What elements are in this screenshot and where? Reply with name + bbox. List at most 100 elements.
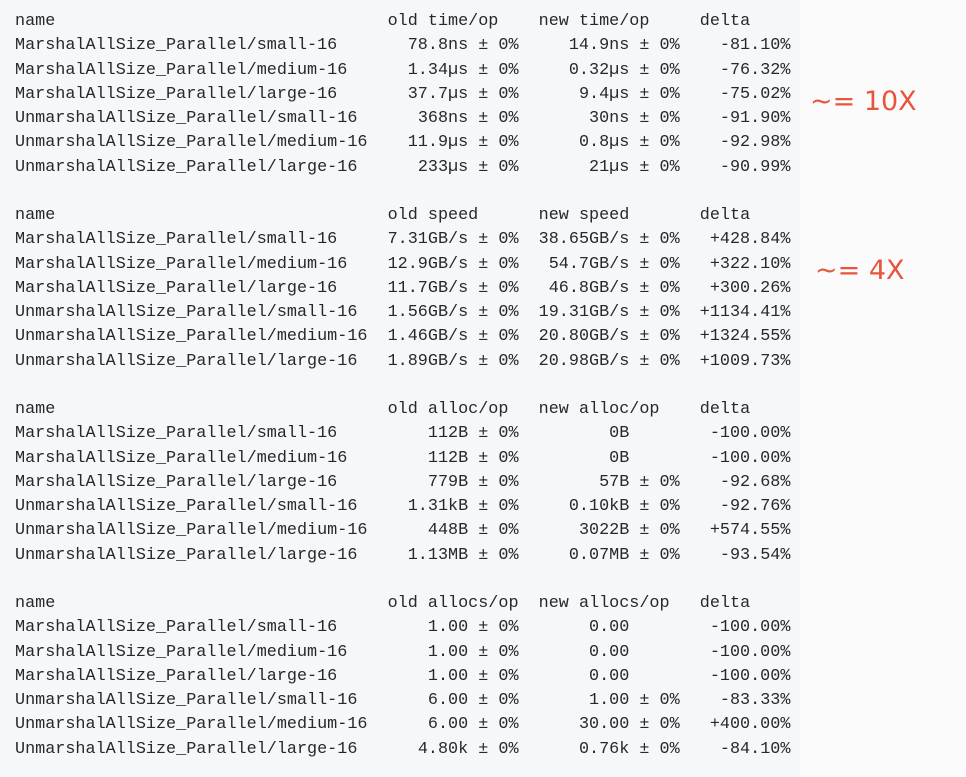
new-value: 0B [609, 448, 630, 468]
delta-value: -92.68% [719, 472, 791, 492]
delta-value: +1009.73% [699, 351, 791, 371]
new-variance: ± 0% [639, 278, 680, 298]
blank-line [15, 180, 790, 204]
table-row: MarshalAllSize_Parallel/large-16 779B ± 0%… [15, 471, 790, 495]
benchmark-name: MarshalAllSize_Parallel/small-16 [15, 36, 338, 56]
new-value: 1.00 [589, 691, 630, 710]
old-variance: ± 0% [478, 351, 519, 371]
benchmark-name: MarshalAllSize_Parallel/medium-16 [15, 642, 348, 662]
benchmark-name: UnmarshalAllSize_Parallel/large-16 [15, 545, 358, 565]
benchmark-name: UnmarshalAllSize_Parallel/medium-16 [15, 715, 368, 735]
new-variance: ± 0% [639, 109, 680, 128]
new-variance: ± 0% [639, 691, 680, 710]
old-variance: ± 0% [478, 278, 519, 298]
delta-value: -100.00% [709, 642, 791, 662]
old-value: 1.46GB/s [387, 327, 469, 347]
old-variance: ± 0% [478, 424, 519, 444]
old-variance: ± 0% [478, 254, 519, 274]
delta-value: +400.00% [709, 715, 791, 735]
old-variance: ± 0% [478, 666, 519, 686]
new-value: 30.00 [578, 715, 630, 735]
old-value: 1.00 [427, 642, 469, 662]
new-value: 54.7GB/s [548, 254, 630, 274]
benchmark-name: UnmarshalAllSize_Parallel/medium-16 [15, 133, 368, 153]
benchmark-name: MarshalAllSize_Parallel/large-16 [15, 84, 338, 104]
annotation-time-speedup: ~= 10X [810, 86, 917, 117]
new-value: 30ns [589, 109, 630, 128]
annotation-throughput-speedup: ~= 4X [815, 255, 905, 286]
old-variance: ± 0% [478, 642, 519, 662]
delta-value: -76.32% [719, 60, 791, 80]
new-value: 19.31GB/s [538, 303, 630, 322]
old-variance: ± 0% [478, 109, 519, 128]
new-variance: ± 0% [639, 545, 680, 565]
old-value: 7.31GB/s [387, 230, 469, 250]
new-variance: ± 0% [639, 254, 680, 274]
old-value: 112B [427, 424, 469, 444]
delta-value: -93.54% [719, 545, 791, 565]
old-value: 78.8ns [407, 36, 469, 56]
old-value: 11.9µs [407, 133, 469, 153]
benchmark-output: name old time/op new time/op delta MarshalAl… [15, 10, 790, 762]
new-value: 0.10kB [568, 497, 630, 516]
column-header: name [15, 12, 56, 31]
delta-value: +300.26% [709, 278, 791, 298]
new-variance: ± 0% [639, 60, 680, 80]
old-value: 1.34µs [407, 60, 469, 80]
benchmark-name: MarshalAllSize_Parallel/large-16 [15, 472, 338, 492]
old-variance: ± 0% [478, 715, 519, 735]
code-block: name old time/op new time/op delta MarshalAl… [15, 10, 791, 762]
new-variance: ± 0% [639, 230, 680, 250]
old-value: 12.9GB/s [387, 254, 469, 274]
delta-value: -81.10% [719, 36, 791, 56]
table-row: MarshalAllSize_Parallel/medium-16 112B ± 0… [15, 447, 790, 471]
new-value: 0.32µs [568, 60, 630, 80]
old-value: 4.80k [417, 739, 469, 759]
old-variance: ± 0% [478, 497, 519, 516]
old-variance: ± 0% [478, 327, 519, 347]
table-header: name old time/op new time/op delta [15, 10, 790, 34]
old-variance: ± 0% [478, 545, 519, 565]
new-variance: ± 0% [639, 521, 680, 541]
benchmark-name: MarshalAllSize_Parallel/large-16 [15, 278, 338, 298]
old-value: 1.89GB/s [387, 351, 469, 371]
table-header: name old speed new speed delta [15, 204, 790, 228]
old-variance: ± 0% [478, 133, 519, 153]
blank-line [15, 568, 790, 592]
new-value: 46.8GB/s [548, 278, 630, 298]
old-value: 233µs [417, 157, 469, 177]
new-value: 14.9ns [568, 36, 630, 56]
new-value: 0.00 [589, 666, 630, 686]
column-header: new alloc/op [538, 400, 660, 419]
benchmark-name: MarshalAllSize_Parallel/medium-16 [15, 254, 348, 274]
column-header: name [15, 400, 56, 419]
old-value: 1.31kB [407, 497, 469, 516]
table-row: UnmarshalAllSize_Parallel/large-16 1.89GB… [15, 350, 790, 374]
table-row: UnmarshalAllSize_Parallel/medium-16 6.00 ±… [15, 713, 790, 737]
table-row: MarshalAllSize_Parallel/medium-16 1.00 ± 0… [15, 641, 790, 665]
benchmark-name: MarshalAllSize_Parallel/small-16 [15, 230, 338, 250]
delta-value: +1324.55% [699, 327, 791, 347]
delta-value: +574.55% [709, 521, 791, 541]
delta-value: -84.10% [719, 739, 791, 759]
old-value: 112B [427, 448, 469, 468]
old-value: 1.56GB/s [387, 303, 469, 322]
table-row: UnmarshalAllSize_Parallel/small-16 368ns ±… [15, 107, 790, 131]
table-row: UnmarshalAllSize_Parallel/small-16 6.00 ± … [15, 689, 790, 713]
column-header: old time/op [387, 12, 499, 31]
new-value: 0.07MB [568, 545, 630, 565]
old-variance: ± 0% [478, 618, 519, 638]
new-variance: ± 0% [639, 472, 680, 492]
delta-value: +428.84% [709, 230, 791, 250]
table-row: UnmarshalAllSize_Parallel/large-16 1.13MB… [15, 544, 790, 568]
old-value: 1.00 [427, 666, 469, 686]
old-value: 1.13MB [407, 545, 469, 565]
table-row: UnmarshalAllSize_Parallel/medium-16 11.9µ… [15, 131, 790, 155]
table-row: MarshalAllSize_Parallel/small-16 112B ± 0%… [15, 422, 790, 446]
old-variance: ± 0% [478, 691, 519, 710]
column-header: old speed [387, 206, 479, 225]
column-header: name [15, 206, 56, 225]
column-header: old allocs/op [387, 594, 519, 613]
table-row: UnmarshalAllSize_Parallel/large-16 233µs ±… [15, 156, 790, 180]
old-variance: ± 0% [478, 739, 519, 759]
